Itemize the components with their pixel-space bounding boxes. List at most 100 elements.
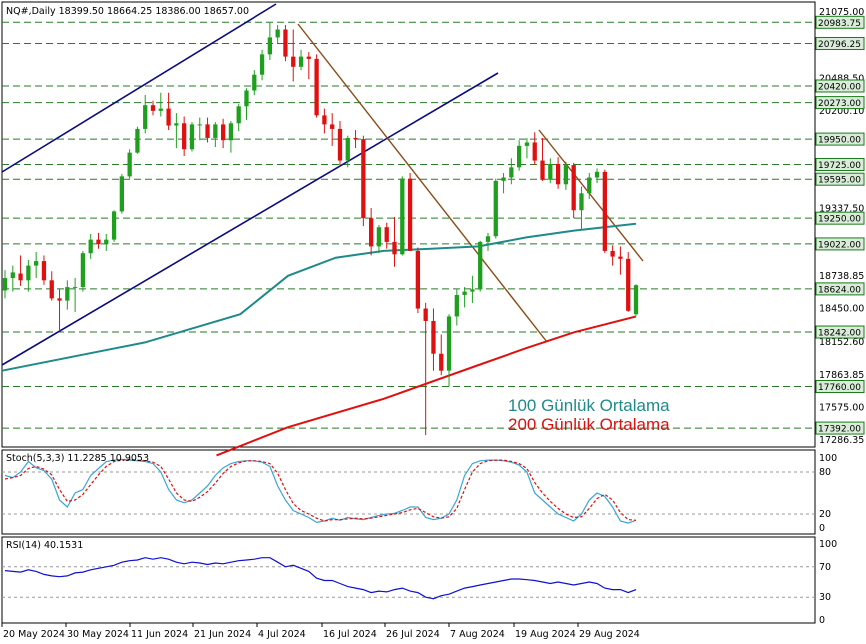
price-tick-label: 17286.35	[819, 435, 864, 446]
date-tick-label: 7 Aug 2024	[450, 629, 505, 640]
stochastic-indicator: 100 80 20 0	[2, 453, 837, 534]
candle-bear	[439, 353, 444, 371]
candle-bear	[431, 320, 436, 354]
candle-bear	[291, 56, 296, 67]
rsi-header: RSI(14) 40.1531	[6, 540, 83, 551]
level-label: 18242.00	[818, 329, 861, 339]
level-label: 17392.00	[818, 425, 861, 435]
candle-bull	[88, 239, 93, 254]
candle-bear	[337, 128, 343, 161]
candle-bull	[244, 90, 249, 107]
stoch-header: Stoch(5,3,3) 11.2285 10.9053	[6, 453, 149, 464]
price-tick-label: 17863.85	[819, 370, 864, 381]
candle-bear	[150, 105, 156, 111]
candle-bear	[166, 108, 171, 126]
date-tick-label: 30 May 2024	[67, 629, 129, 640]
stoch-tick-label: 100	[819, 453, 837, 464]
candle-bear	[540, 160, 545, 180]
candle-bull	[462, 291, 467, 295]
channel-upper-line	[1, 3, 277, 173]
level-labels: 20983.75 20796.25 20420.00 20273.00 19950.00…	[815, 15, 865, 435]
rsi-tick-label: 70	[819, 562, 831, 573]
candle-bull	[275, 29, 280, 38]
stoch-tick-label: 0	[819, 523, 825, 534]
candle-bear	[57, 298, 62, 301]
candle-bull	[345, 137, 350, 161]
candle-bear	[353, 137, 358, 140]
level-label-box	[815, 172, 865, 186]
candle-bear	[41, 261, 47, 281]
candle-bear	[18, 273, 23, 281]
candle-bear	[96, 239, 101, 245]
price-tick-label: 18450.00	[819, 304, 864, 315]
level-label: 19250.00	[818, 215, 861, 225]
candle-bear	[407, 178, 413, 251]
level-label-box	[815, 211, 865, 225]
horizontal-levels	[2, 21, 815, 429]
candle-bull	[213, 124, 218, 138]
candle-bull	[174, 123, 179, 126]
level-label: 19022.00	[818, 240, 861, 250]
candle-bear	[532, 142, 537, 161]
level-label: 17760.00	[818, 383, 861, 393]
moving-averages	[1, 222, 637, 457]
level-label-box	[815, 158, 865, 172]
candle-bull	[587, 177, 592, 194]
legend-ma200: 200 Günlük Ortalama	[508, 415, 670, 434]
candle-bull	[135, 128, 140, 153]
level-label: 20796.25	[818, 40, 861, 50]
legend-ma100: 100 Günlük Ortalama	[508, 396, 670, 415]
candle-bull	[446, 316, 452, 371]
candle-bear	[626, 258, 631, 311]
candle-bear	[423, 308, 428, 321]
candle-bear	[220, 124, 226, 141]
level-label-box	[815, 15, 865, 29]
candle-bull	[197, 124, 202, 126]
candle-bear	[392, 241, 397, 255]
candle-bull	[34, 261, 39, 266]
candle-bull	[158, 108, 163, 111]
candle-bear	[602, 171, 607, 251]
level-label-box	[815, 282, 865, 296]
candle-bull	[104, 239, 109, 245]
downtrend-line-1	[297, 23, 548, 343]
candle-bull	[228, 123, 234, 141]
stoch-tick-label: 80	[819, 467, 831, 478]
price-tick-label: 19337.50	[819, 203, 864, 214]
candle-bull	[80, 253, 86, 288]
candle-bear	[610, 250, 615, 257]
symbol-header: NQ#,Daily 18399.50 18664.25 18386.00 186…	[6, 6, 249, 17]
rsi-tick-label: 0	[819, 615, 825, 626]
stoch-k-line	[4, 458, 637, 524]
date-tick-label: 21 Jun 2024	[194, 629, 251, 640]
level-label: 19595.00	[818, 176, 861, 186]
level-label: 20273.00	[818, 99, 861, 109]
level-label-box	[815, 36, 865, 50]
candle-bull	[65, 287, 70, 301]
stoch-panel	[1, 449, 816, 535]
candle-bear	[415, 250, 421, 309]
date-tick-label: 20 May 2024	[3, 629, 65, 640]
candle-bear	[361, 139, 366, 219]
ma200-line	[216, 315, 637, 457]
candle-bull	[493, 180, 498, 237]
candle-bull	[72, 287, 78, 289]
level-label-box	[815, 325, 865, 339]
candle-bull	[478, 241, 483, 290]
date-tick-label: 29 Aug 2024	[579, 629, 640, 640]
candle-bull	[252, 74, 257, 91]
candle-bull	[594, 171, 600, 178]
candle-bull	[633, 285, 639, 315]
candle-bear	[368, 218, 374, 247]
candle-bear	[306, 56, 311, 59]
stoch-tick-label: 20	[819, 509, 831, 520]
candle-bull	[119, 176, 124, 212]
candle-bull	[563, 165, 569, 185]
level-label: 20420.00	[818, 82, 861, 92]
candle-bull	[376, 227, 382, 247]
candle-bull	[485, 236, 491, 242]
level-label: 19950.00	[818, 136, 861, 146]
candle-bull	[298, 56, 304, 67]
trend-channel	[1, 3, 644, 366]
